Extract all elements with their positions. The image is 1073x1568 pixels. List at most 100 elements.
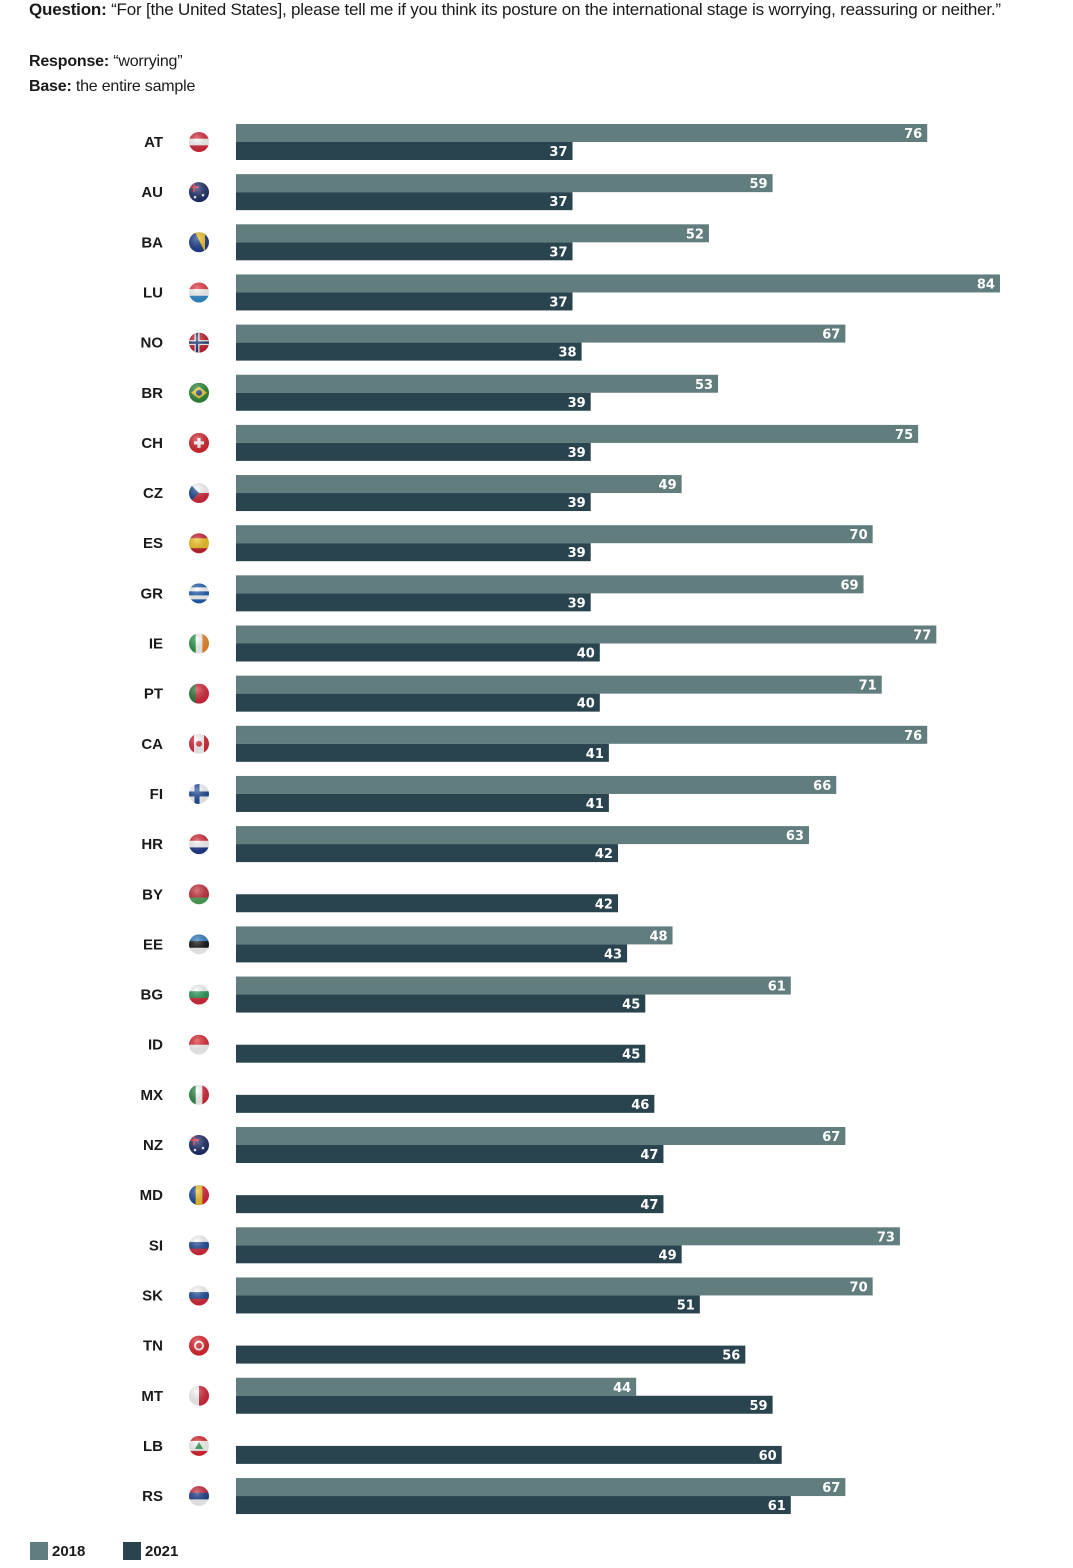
value-label-2021: 59 (750, 1399, 768, 1414)
bar-2018 (236, 725, 928, 744)
flag-bosnia-icon (189, 232, 209, 253)
bar-row-no: NO 67 38 (141, 324, 846, 361)
bar-2021 (236, 392, 591, 411)
value-label-2021: 61 (768, 1499, 786, 1514)
value-label-2018: 69 (840, 578, 858, 593)
flag-new-zealand-icon (189, 1135, 209, 1155)
value-label-2021: 40 (577, 647, 595, 662)
country-label: GR (141, 585, 164, 602)
country-label: CZ (143, 485, 163, 502)
bar-2021 (236, 894, 618, 913)
value-label-2018: 76 (904, 729, 922, 744)
bar-2018 (236, 625, 937, 644)
bar-2021 (236, 693, 600, 712)
value-label-2021: 41 (586, 747, 604, 762)
bar-row-ie: IE 77 40 (149, 625, 937, 662)
bar-row-sk: SK 70 51 (142, 1277, 873, 1314)
country-label: EE (143, 936, 163, 953)
flag-brazil-icon (189, 382, 209, 403)
flag-portugal-icon (189, 683, 209, 704)
bar-2021 (236, 743, 609, 762)
value-label-2018: 44 (613, 1381, 631, 1396)
flag-bulgaria-icon (189, 984, 209, 1005)
flag-greece-icon (189, 583, 209, 604)
country-label: NO (141, 335, 164, 352)
country-label: BG (141, 987, 164, 1004)
value-label-2021: 49 (659, 1248, 677, 1263)
country-label: MT (141, 1388, 163, 1405)
country-label: AU (141, 184, 163, 201)
value-label-2018: 77 (913, 629, 931, 644)
bar-2021 (236, 643, 600, 662)
bar-row-ba: BA 52 37 (141, 224, 709, 261)
bar-2018 (236, 274, 1000, 293)
value-label-2021: 43 (604, 947, 622, 962)
value-label-2021: 39 (568, 546, 586, 561)
bar-row-ch: CH 75 39 (141, 424, 919, 461)
bar-row-si: SI 73 49 (149, 1227, 900, 1264)
value-label-2018: 48 (649, 929, 667, 944)
value-label-2018: 70 (850, 528, 868, 543)
bar-2018 (236, 1127, 846, 1145)
value-label-2021: 39 (568, 446, 586, 461)
base-label: Base: (29, 78, 72, 95)
bar-row-id: ID 45 (148, 1037, 646, 1063)
bar-2018 (236, 675, 882, 694)
value-label-2021: 47 (640, 1198, 658, 1213)
bar-row-au: AU 59 37 (141, 174, 773, 211)
bar-row-ca: CA 76 41 (141, 725, 928, 762)
bar-2018 (236, 775, 837, 794)
country-label: BY (142, 886, 163, 903)
value-label-2018: 76 (904, 127, 922, 142)
bar-2021 (236, 292, 573, 311)
bar-2018 (236, 475, 682, 494)
value-label-2021: 42 (595, 847, 613, 862)
bar-2021 (236, 1395, 773, 1414)
value-label-2021: 51 (677, 1298, 695, 1313)
flag-estonia-icon (189, 934, 209, 955)
bar-row-ee: EE 48 43 (143, 926, 673, 963)
country-label: PT (144, 686, 163, 703)
flag-norway-icon (189, 332, 209, 353)
bar-2021 (236, 1094, 655, 1113)
question-label: Question: (29, 0, 107, 19)
bar-2018 (236, 1277, 873, 1296)
country-label: LB (143, 1438, 163, 1455)
bar-row-at: AT 76 37 (144, 124, 928, 160)
country-label: MD (140, 1187, 163, 1204)
value-label-2021: 41 (586, 797, 604, 812)
value-label-2018: 49 (659, 478, 677, 493)
bar-row-fi: FI 66 41 (150, 775, 837, 812)
bar-2018 (236, 525, 873, 544)
base-text: the entire sample (75, 78, 196, 95)
value-label-2021: 47 (640, 1148, 658, 1163)
country-label: ES (143, 535, 163, 552)
bar-row-nz: NZ 67 47 (143, 1127, 846, 1163)
country-label: SI (149, 1237, 163, 1254)
bar-row-mt: MT 44 59 (141, 1377, 773, 1414)
bar-2021 (236, 192, 573, 211)
country-label: BR (141, 385, 163, 402)
legend-swatch-2021 (123, 1542, 141, 1560)
country-label: SK (142, 1287, 163, 1304)
bar-2021 (236, 994, 646, 1013)
value-label-2021: 45 (622, 998, 640, 1013)
flag-australia-icon (189, 182, 209, 203)
value-label-2021: 37 (549, 245, 567, 260)
question-text: “For [the United States], please tell me… (111, 0, 1001, 19)
flag-moldova-icon (189, 1185, 209, 1206)
bar-row-cz: CZ 49 39 (143, 475, 682, 512)
country-label: AT (144, 134, 163, 151)
bar-2021 (236, 944, 628, 963)
country-label: RS (142, 1488, 163, 1505)
bar-2021 (236, 1195, 664, 1214)
legend-label-2021: 2021 (145, 1542, 179, 1560)
value-label-2018: 75 (895, 428, 913, 443)
bar-2021 (236, 1496, 791, 1515)
value-label-2021: 60 (759, 1449, 777, 1464)
value-label-2021: 40 (577, 697, 595, 712)
flag-indonesia-icon (189, 1034, 209, 1055)
value-label-2021: 46 (631, 1098, 649, 1113)
value-label-2018: 52 (686, 227, 704, 242)
